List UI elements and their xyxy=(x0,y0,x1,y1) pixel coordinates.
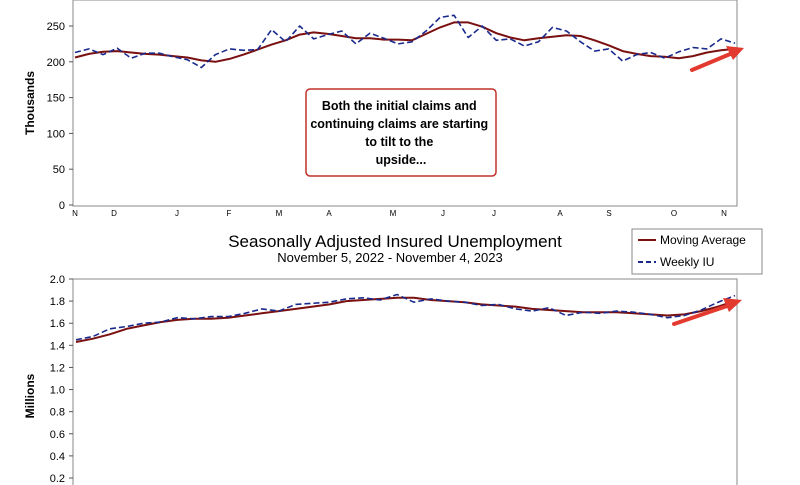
top-y-axis-label: Thousands xyxy=(23,71,37,135)
bottom-chart-title: Seasonally Adjusted Insured Unemployment xyxy=(228,232,562,251)
bottom-y-tick-label: 0.8 xyxy=(50,407,65,419)
top-y-tick-label: 150 xyxy=(47,93,65,105)
top-series-moving-average xyxy=(74,21,736,63)
bottom-series-weekly-iu xyxy=(75,293,736,341)
bottom-chart: 2.0 1.8 1.6 1.4 1.2 1.0 0.8 0.6 0.4 0.2 Millions xyxy=(23,274,742,485)
top-x-tick-label: M xyxy=(390,209,397,218)
top-x-tick-label: J xyxy=(441,209,445,218)
bottom-y-tick-label: 0.6 xyxy=(50,429,65,441)
top-x-tick-label: N xyxy=(721,209,727,218)
bottom-series-lines xyxy=(75,293,736,343)
bottom-y-tick-label: 1.2 xyxy=(50,362,65,374)
legend-label-weekly-iu: Weekly IU xyxy=(660,255,714,269)
bottom-y-tick-label: 2.0 xyxy=(50,274,65,286)
annotation-text: Both the initial claims and continuing c… xyxy=(310,99,491,167)
top-trend-arrow xyxy=(690,46,744,72)
top-y-axis: 0 50 100 150 200 250 xyxy=(47,21,73,212)
top-x-tick-label: J xyxy=(492,209,496,218)
bottom-y-tick-label: 0.4 xyxy=(50,451,65,463)
bottom-y-tick-label: 1.0 xyxy=(50,385,65,397)
top-y-tick-label: 250 xyxy=(47,21,65,33)
bottom-plot-area xyxy=(72,278,738,485)
top-y-tick-label: 50 xyxy=(53,164,65,176)
top-y-tick-label: 0 xyxy=(59,200,65,212)
top-x-tick-label: J xyxy=(175,209,179,218)
legend: Moving Average Weekly IU xyxy=(631,228,763,275)
legend-box xyxy=(631,228,763,275)
top-series-weekly-iu xyxy=(74,14,736,69)
annotation-line-3: to tilt to the xyxy=(365,135,433,149)
bottom-y-tick-label: 1.6 xyxy=(50,318,65,330)
bottom-y-axis-label: Millions xyxy=(23,373,37,418)
bottom-trend-arrow xyxy=(672,298,742,326)
top-x-tick-label: D xyxy=(111,209,117,218)
top-y-tick-label: 100 xyxy=(47,128,65,140)
top-x-tick-label: N xyxy=(72,209,78,218)
annotation-box xyxy=(305,88,497,177)
bottom-y-tick-label: 1.8 xyxy=(50,296,65,308)
bottom-chart-subtitle: November 5, 2022 - November 4, 2023 xyxy=(277,250,502,265)
legend-label-moving-average: Moving Average xyxy=(660,233,746,247)
top-x-tick-label: M xyxy=(276,209,283,218)
annotation-line-1: Both the initial claims and xyxy=(322,99,477,113)
top-x-tick-label: A xyxy=(326,209,332,218)
annotation-line-2: continuing claims are starting xyxy=(310,117,488,131)
top-series-lines xyxy=(74,14,736,69)
top-x-tick-label: S xyxy=(606,209,611,218)
top-y-tick-label: 200 xyxy=(47,57,65,69)
top-x-tick-label: O xyxy=(671,209,677,218)
bottom-y-tick-label: 1.4 xyxy=(50,340,65,352)
bottom-y-axis: 2.0 1.8 1.6 1.4 1.2 1.0 0.8 0.6 0.4 0.2 xyxy=(50,274,73,485)
top-x-tick-label: A xyxy=(557,209,563,218)
top-x-tick-label: F xyxy=(227,209,232,218)
bottom-y-tick-label: 0.2 xyxy=(50,473,65,485)
annotation-line-4: upside... xyxy=(376,153,427,167)
